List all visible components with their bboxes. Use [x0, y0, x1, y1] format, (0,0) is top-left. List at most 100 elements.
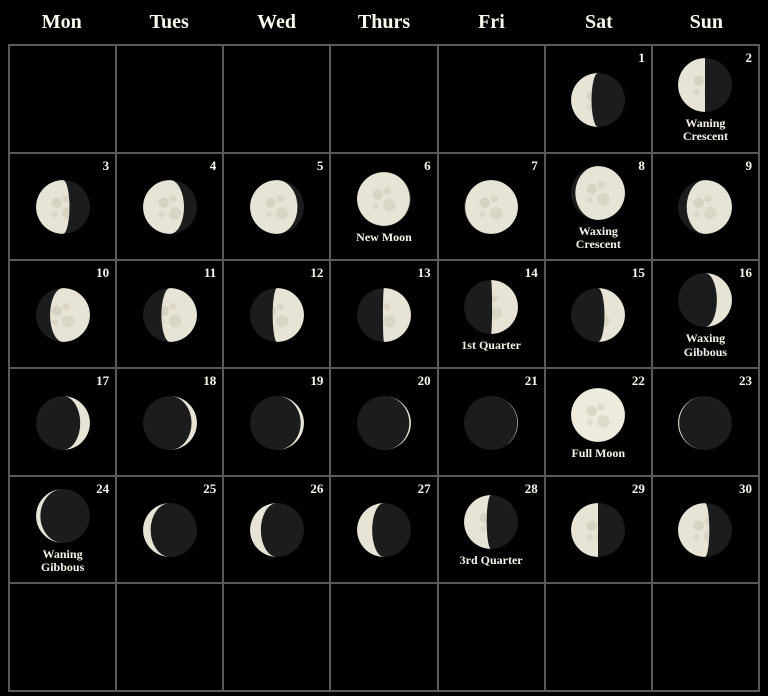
moon-phase-icon [34, 394, 92, 452]
phase-label: Waning Gibbous [41, 548, 84, 574]
phase-label: 1st Quarter [461, 339, 521, 352]
day-number: 15 [632, 265, 645, 281]
moon-phase-icon [569, 286, 627, 344]
phase-label: Waning Crescent [683, 117, 728, 143]
moon-phase-icon [676, 394, 734, 452]
day-cell-27: 27 [330, 476, 437, 584]
moon-phase-icon [676, 271, 734, 329]
day-cell-10: 10 [9, 260, 116, 368]
moon-phase-icon [141, 501, 199, 559]
moon-phase-icon [462, 278, 520, 336]
day-number: 23 [739, 373, 752, 389]
moon-phase-icon [248, 501, 306, 559]
day-cell-8: 8 Waxing Crescent [545, 153, 652, 261]
phase-label: Waxing Crescent [576, 225, 621, 251]
phase-label: Full Moon [571, 447, 625, 460]
day-cell-19: 19 [223, 368, 330, 476]
moon-phase-icon [355, 170, 413, 228]
moon-phase-icon [569, 501, 627, 559]
empty-cell [652, 583, 759, 691]
weekday-fri: Fri [438, 0, 545, 44]
empty-cell [9, 583, 116, 691]
day-cell-25: 25 [116, 476, 223, 584]
day-cell-17: 17 [9, 368, 116, 476]
day-cell-21: 21 [438, 368, 545, 476]
day-number: 10 [96, 265, 109, 281]
weekday-tues: Tues [115, 0, 222, 44]
day-number: 20 [418, 373, 431, 389]
day-number: 12 [310, 265, 323, 281]
day-cell-5: 5 [223, 153, 330, 261]
moon-phase-icon [355, 394, 413, 452]
day-cell-30: 30 [652, 476, 759, 584]
weekday-sun: Sun [653, 0, 760, 44]
moon-phase-icon [248, 178, 306, 236]
moon-phase-icon [569, 386, 627, 444]
empty-cell [223, 45, 330, 153]
day-number: 30 [739, 481, 752, 497]
day-cell-18: 18 [116, 368, 223, 476]
day-number: 14 [525, 265, 538, 281]
day-number: 27 [418, 481, 431, 497]
day-cell-12: 12 [223, 260, 330, 368]
day-number: 2 [746, 50, 753, 66]
day-number: 8 [638, 158, 645, 174]
phase-label: Waxing Gibbous [684, 332, 727, 358]
moon-phase-calendar: MonTuesWedThursFriSatSun 1 2 Waning Cres… [0, 0, 768, 696]
moon-phase-icon [355, 286, 413, 344]
weekday-thurs: Thurs [330, 0, 437, 44]
moon-phase-icon [34, 487, 92, 545]
day-number: 9 [746, 158, 753, 174]
day-cell-24: 24 Waning Gibbous [9, 476, 116, 584]
day-number: 22 [632, 373, 645, 389]
moon-phase-icon [141, 286, 199, 344]
day-number: 1 [638, 50, 645, 66]
day-cell-28: 28 3rd Quarter [438, 476, 545, 584]
day-number: 5 [317, 158, 324, 174]
day-cell-20: 20 [330, 368, 437, 476]
moon-phase-icon [248, 394, 306, 452]
day-cell-15: 15 [545, 260, 652, 368]
moon-phase-icon [355, 501, 413, 559]
weekday-header: MonTuesWedThursFriSatSun [8, 0, 760, 44]
day-cell-26: 26 [223, 476, 330, 584]
day-cell-7: 7 [438, 153, 545, 261]
day-cell-22: 22 Full Moon [545, 368, 652, 476]
day-number: 13 [418, 265, 431, 281]
moon-phase-icon [569, 164, 627, 222]
day-cell-16: 16 Waxing Gibbous [652, 260, 759, 368]
day-number: 29 [632, 481, 645, 497]
empty-cell [438, 45, 545, 153]
day-cell-9: 9 [652, 153, 759, 261]
phase-label: New Moon [356, 231, 412, 244]
day-number: 21 [525, 373, 538, 389]
moon-phase-icon [676, 56, 734, 114]
day-number: 25 [203, 481, 216, 497]
day-number: 18 [203, 373, 216, 389]
moon-phase-icon [141, 394, 199, 452]
day-number: 26 [310, 481, 323, 497]
day-number: 24 [96, 481, 109, 497]
empty-cell [330, 45, 437, 153]
day-cell-3: 3 [9, 153, 116, 261]
day-number: 11 [204, 265, 216, 281]
empty-cell [116, 45, 223, 153]
empty-cell [545, 583, 652, 691]
day-cell-1: 1 [545, 45, 652, 153]
empty-cell [9, 45, 116, 153]
empty-cell [223, 583, 330, 691]
day-number: 3 [103, 158, 110, 174]
moon-phase-icon [569, 71, 627, 129]
moon-phase-icon [676, 178, 734, 236]
day-number: 7 [531, 158, 538, 174]
moon-phase-icon [248, 286, 306, 344]
calendar-grid: 1 2 Waning Crescent3 4 [8, 44, 760, 692]
empty-cell [330, 583, 437, 691]
day-cell-2: 2 Waning Crescent [652, 45, 759, 153]
day-cell-13: 13 [330, 260, 437, 368]
day-cell-23: 23 [652, 368, 759, 476]
phase-label: 3rd Quarter [460, 554, 523, 567]
weekday-sat: Sat [545, 0, 652, 44]
moon-phase-icon [34, 178, 92, 236]
empty-cell [116, 583, 223, 691]
